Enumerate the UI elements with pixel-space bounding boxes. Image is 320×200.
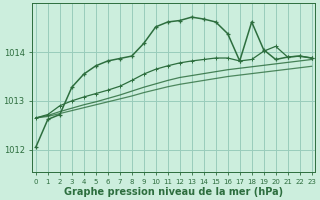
X-axis label: Graphe pression niveau de la mer (hPa): Graphe pression niveau de la mer (hPa) bbox=[64, 187, 283, 197]
